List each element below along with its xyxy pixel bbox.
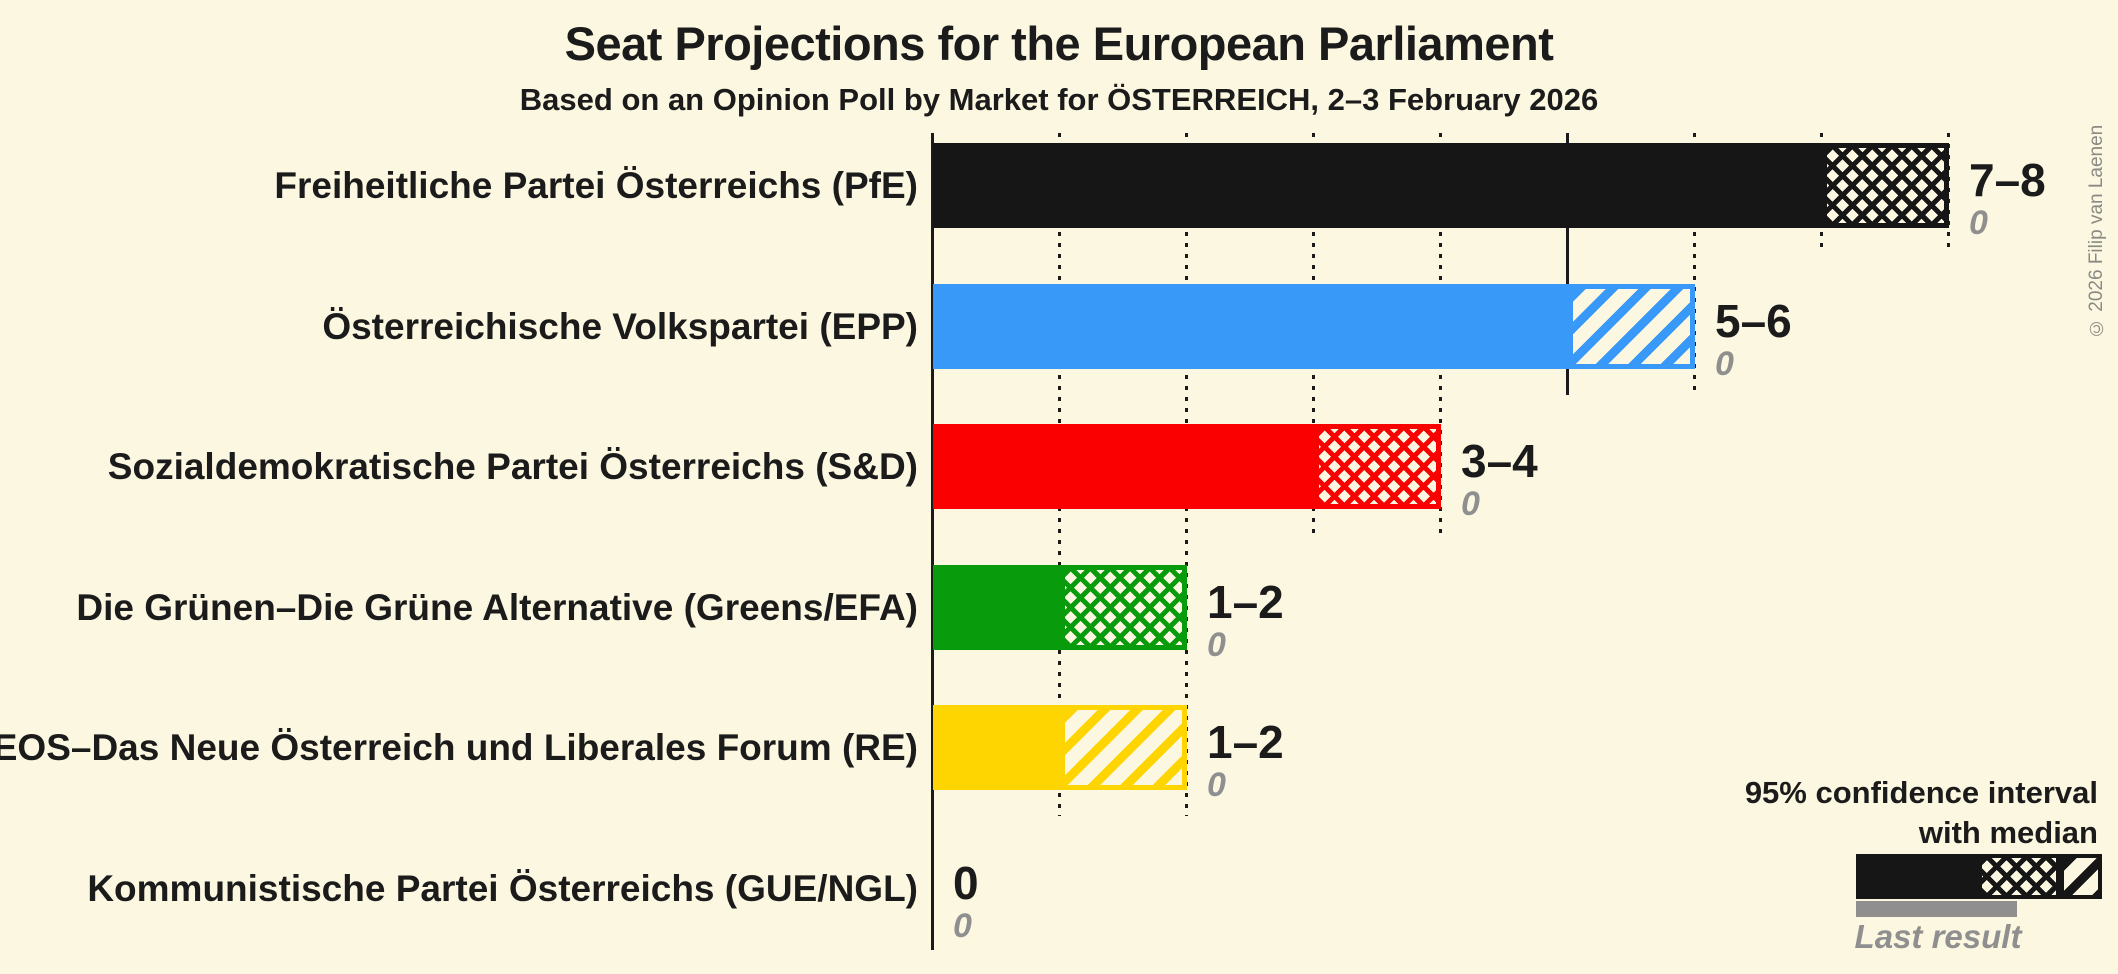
bar-solid-segment xyxy=(933,705,1060,790)
ci-range-label: 1–2 xyxy=(1207,576,1284,628)
bar-solid-segment xyxy=(933,424,1314,509)
party-label: Freiheitliche Partei Österreichs (PfE) xyxy=(274,164,918,206)
bar-value-labels: 3–4 0 xyxy=(1461,434,1538,523)
bar-ci-hatch-segment xyxy=(1822,143,1949,228)
ci-range-label: 0 xyxy=(953,857,979,909)
bar-solid-segment xyxy=(933,143,1822,228)
legend-diagonal-segment xyxy=(2060,854,2102,899)
bar-value-labels: 5–6 0 xyxy=(1715,294,1792,383)
legend-last-result-bar xyxy=(1856,901,2017,917)
legend-ci-label-line1: 95% confidence interval xyxy=(1744,775,2098,810)
bar-ci-hatch-segment xyxy=(1314,424,1441,509)
bar-ci-hatch-segment xyxy=(1060,705,1187,790)
legend-crosshatch-segment xyxy=(1978,854,2060,899)
party-label: Sozialdemokratische Partei Österreichs (… xyxy=(107,445,918,487)
gridline-seat-6 xyxy=(1693,133,1696,395)
bar-value-labels: 1–2 0 xyxy=(1207,575,1284,664)
last-result-value: 0 xyxy=(1969,204,1988,242)
ci-range-label: 1–2 xyxy=(1207,716,1284,768)
bar-value-labels: 7–8 0 xyxy=(1969,153,2046,242)
page-subtitle: Based on an Opinion Poll by Market for Ö… xyxy=(519,82,1599,117)
x-axis-line xyxy=(931,133,934,950)
party-label: Die Grünen–Die Grüne Alternative (Greens… xyxy=(76,586,918,628)
last-result-value: 0 xyxy=(1207,766,1226,804)
ci-range-label: 7–8 xyxy=(1969,154,2046,206)
party-label: NEOS–Das Neue Österreich und Liberales F… xyxy=(0,726,918,768)
ci-range-label: 3–4 xyxy=(1461,435,1538,487)
bar-value-labels: 1–2 0 xyxy=(1207,715,1284,804)
gridline-seat-5 xyxy=(1566,133,1569,395)
ci-range-label: 5–6 xyxy=(1715,295,1792,347)
bar-solid-segment xyxy=(933,284,1568,369)
last-result-value: 0 xyxy=(1207,626,1226,664)
last-result-value: 0 xyxy=(953,907,972,945)
last-result-value: 0 xyxy=(1715,345,1734,383)
bar-ci-hatch-segment xyxy=(1060,565,1187,650)
copyright-note: © 2026 Filip van Laenen xyxy=(2086,124,2107,338)
legend-last-result-label: Last result xyxy=(1854,918,2022,955)
last-result-value: 0 xyxy=(1461,485,1480,523)
bar-solid-segment xyxy=(933,565,1060,650)
party-label: Kommunistische Partei Österreichs (GUE/N… xyxy=(87,867,918,909)
legend-ci-label-line2: with median xyxy=(1918,815,2098,850)
page-title: Seat Projections for the European Parlia… xyxy=(564,17,1554,70)
legend-sample-bar xyxy=(1856,854,2102,899)
party-label: Österreichische Volkspartei (EPP) xyxy=(322,305,918,347)
bar-ci-hatch-segment xyxy=(1568,284,1695,369)
legend-solid-segment xyxy=(1856,854,1978,899)
